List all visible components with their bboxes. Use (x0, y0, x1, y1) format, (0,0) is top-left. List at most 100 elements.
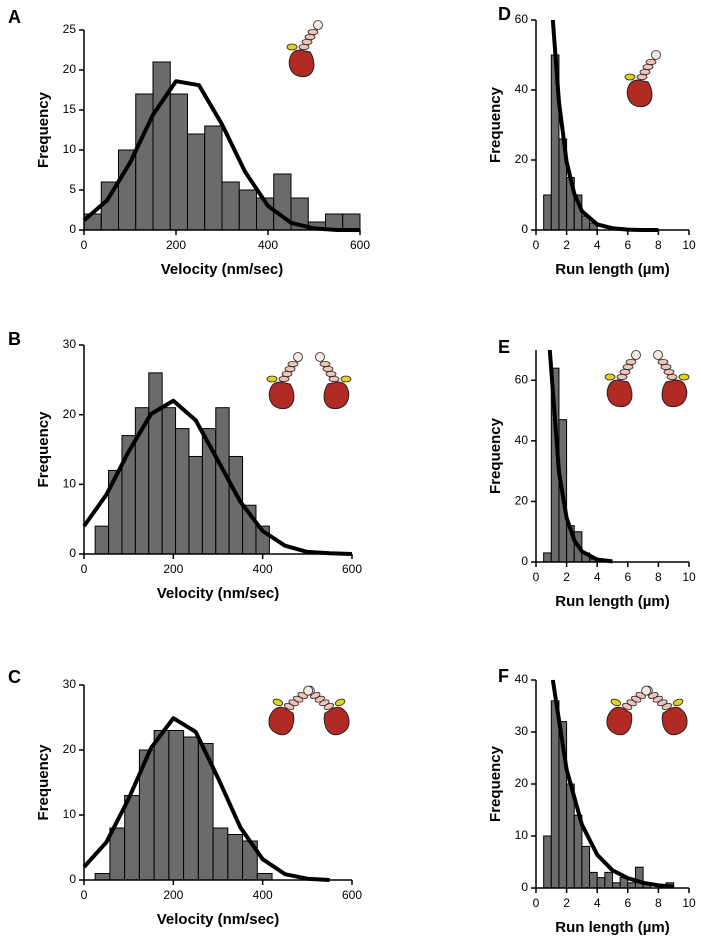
bar (581, 845, 591, 889)
y-tick-label: 5 (69, 182, 76, 196)
x-tick-label: 10 (682, 570, 696, 584)
icon-dimer (266, 352, 352, 410)
x-axis-label: Run length (µm) (555, 593, 669, 610)
bar (188, 455, 203, 555)
x-tick-label: 0 (81, 238, 88, 252)
bar (204, 125, 223, 231)
bar (135, 93, 154, 231)
bar (543, 835, 552, 889)
x-tick-label: 10 (682, 896, 696, 910)
x-tick-label: 200 (163, 562, 183, 576)
bar (550, 700, 560, 889)
bar (175, 428, 190, 555)
y-axis-label: Frequency (487, 745, 504, 822)
x-tick-label: 0 (533, 238, 540, 252)
bar (256, 873, 273, 881)
y-tick-label: 40 (515, 672, 529, 686)
panel-label: E (498, 337, 510, 357)
bar (187, 133, 206, 231)
y-tick-label: 40 (515, 433, 529, 447)
bar (238, 189, 257, 231)
y-tick-label: 20 (63, 407, 77, 421)
icon-monomer (286, 20, 323, 78)
x-tick-label: 10 (682, 238, 696, 252)
bar (627, 882, 636, 889)
x-axis-label: Velocity (nm/sec) (157, 911, 280, 928)
x-axis-label: Velocity (nm/sec) (157, 585, 280, 602)
x-tick-label: 4 (594, 238, 601, 252)
bar (342, 213, 361, 231)
bar (168, 730, 185, 881)
x-tick-label: 6 (624, 896, 631, 910)
icon-monomer (624, 50, 661, 108)
x-tick-label: 400 (253, 888, 273, 902)
fit-curve (550, 679, 674, 889)
bar (161, 407, 177, 555)
y-tick-label: 25 (63, 22, 77, 36)
y-tick-label: 30 (63, 337, 77, 351)
y-tick-label: 30 (63, 677, 77, 691)
bar (212, 827, 229, 881)
y-tick-label: 20 (515, 776, 529, 790)
x-axis-label: Run length (µm) (555, 261, 669, 278)
fit-curve (82, 79, 360, 232)
bar (94, 873, 111, 881)
x-tick-label: 0 (81, 888, 88, 902)
y-tick-label: 0 (69, 872, 76, 886)
y-tick-label: 20 (515, 494, 529, 508)
bar (169, 93, 188, 231)
x-tick-label: 600 (350, 238, 370, 252)
y-axis-label: Frequency (487, 86, 504, 163)
fit-curve (547, 349, 613, 564)
bar (634, 866, 644, 889)
y-tick-label: 0 (521, 554, 528, 568)
bar (543, 194, 552, 231)
fit-curve (82, 716, 330, 882)
y-axis-label: Frequency (35, 91, 52, 168)
bar (596, 877, 606, 889)
bar (152, 61, 171, 231)
y-tick-label: 60 (515, 12, 529, 26)
y-tick-label: 20 (63, 742, 77, 756)
y-axis-label: Frequency (487, 417, 504, 494)
x-tick-label: 6 (624, 570, 631, 584)
x-tick-label: 8 (655, 570, 662, 584)
y-tick-label: 15 (63, 102, 77, 116)
x-tick-label: 2 (563, 570, 570, 584)
fit-curve (82, 398, 353, 556)
y-tick-label: 30 (515, 724, 529, 738)
x-tick-label: 8 (655, 896, 662, 910)
y-tick-label: 20 (63, 62, 77, 76)
x-tick-label: 6 (624, 238, 631, 252)
x-tick-label: 0 (533, 570, 540, 584)
panel-label: B (8, 329, 21, 349)
bar (604, 871, 613, 889)
x-tick-label: 600 (342, 888, 362, 902)
y-tick-label: 60 (515, 372, 529, 386)
bar (543, 552, 552, 563)
x-tick-label: 8 (655, 238, 662, 252)
x-tick-label: 400 (258, 238, 278, 252)
y-axis-label: Frequency (35, 744, 52, 821)
panel-label: F (498, 666, 509, 686)
bar (153, 730, 170, 881)
x-tick-label: 600 (342, 562, 362, 576)
bar (124, 795, 140, 881)
bar (118, 149, 137, 231)
y-tick-label: 10 (63, 807, 77, 821)
icon-dimer (600, 675, 694, 742)
x-tick-label: 2 (563, 238, 570, 252)
y-tick-label: 0 (69, 222, 76, 236)
y-tick-label: 0 (69, 546, 76, 560)
x-tick-label: 4 (594, 896, 601, 910)
x-tick-label: 4 (594, 570, 601, 584)
y-tick-label: 10 (63, 477, 77, 491)
x-tick-label: 200 (166, 238, 186, 252)
y-tick-label: 10 (515, 828, 529, 842)
panel-label: D (498, 4, 511, 24)
bar (148, 372, 163, 555)
icon-dimer (604, 350, 690, 408)
panel-label: A (8, 7, 21, 27)
